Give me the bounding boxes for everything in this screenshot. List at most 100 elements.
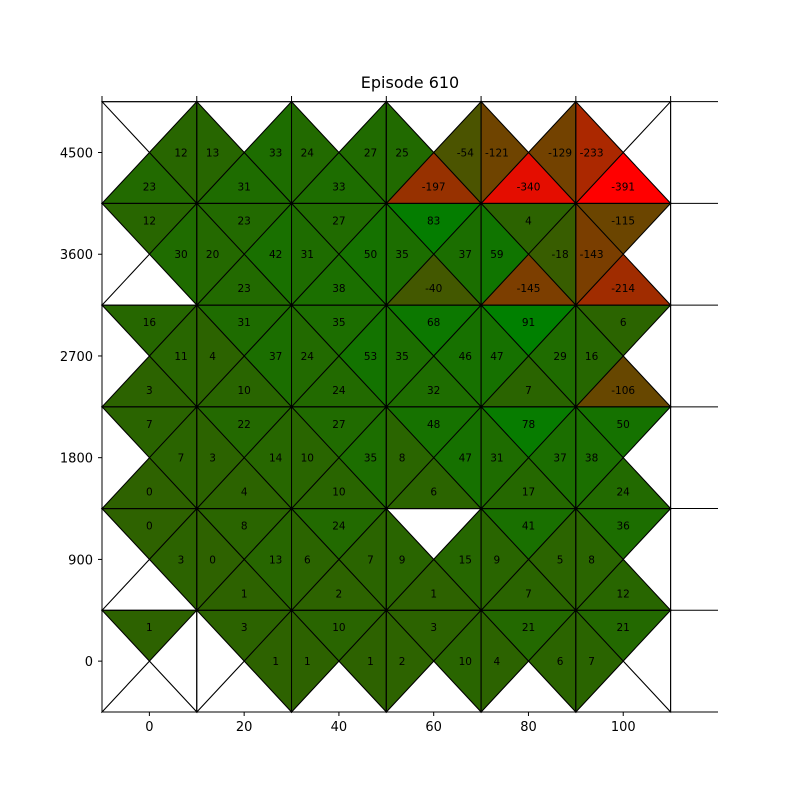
cell-value-label: 12 [143, 215, 156, 227]
cell-value-label: 50 [617, 419, 630, 431]
cell-value-label: 59 [490, 249, 503, 261]
cell-value-label: 36 [617, 521, 631, 533]
cell-value-label: 27 [332, 215, 345, 227]
cell-value-label: -106 [611, 385, 635, 397]
cell-value-label: 7 [146, 419, 153, 431]
x-tick-label: 60 [425, 720, 442, 735]
cell-value-label: -233 [580, 148, 604, 160]
y-tick-label: 1800 [60, 452, 93, 467]
cell-value-label: 35 [395, 249, 408, 261]
cell-value-label: 22 [238, 419, 251, 431]
cell-value-label: 13 [206, 148, 219, 160]
cell-value-label: 31 [238, 317, 251, 329]
cell-value-label: 2 [399, 656, 406, 668]
cell-value-label: 24 [301, 148, 315, 160]
x-tick-label: 40 [331, 720, 348, 735]
cell-value-label: 1 [304, 656, 311, 668]
cell-value-label: 83 [427, 215, 440, 227]
cell-value-label: 10 [332, 487, 345, 499]
cell-value-label: 31 [490, 453, 503, 465]
cell-value-label: 12 [174, 148, 187, 160]
cell-value-label: 0 [146, 521, 153, 533]
x-tick-label: 100 [611, 720, 636, 735]
cell-value-label: 4 [494, 656, 501, 668]
cell-value-label: 9 [399, 554, 406, 566]
cell-value-label: 1 [272, 656, 279, 668]
cell-value-label: 16 [143, 317, 157, 329]
y-tick-label: 900 [68, 553, 93, 568]
cell-value-label: 21 [617, 622, 630, 634]
cell-value-label: -143 [580, 249, 604, 261]
cell-value-label: 5 [557, 554, 564, 566]
cell-value-label: 16 [585, 351, 599, 363]
cell-value-label: -340 [517, 181, 541, 193]
cell-value-label: 27 [332, 419, 345, 431]
cell-value-label: 23 [238, 283, 251, 295]
cell-value-label: 13 [269, 554, 282, 566]
cell-value-label: 47 [490, 351, 503, 363]
triangle-layer [100, 100, 672, 714]
cell-value-label: -145 [517, 283, 541, 295]
cell-value-label: 68 [427, 317, 440, 329]
cell-value-label: 46 [459, 351, 473, 363]
cell-value-label: 6 [430, 487, 437, 499]
cell-value-label: 3 [209, 453, 216, 465]
cell-value-label: 6 [557, 656, 564, 668]
cell-value-label: -129 [548, 148, 572, 160]
x-tick-label: 0 [145, 720, 153, 735]
cell-value-label: 32 [427, 385, 440, 397]
cell-value-label: 37 [553, 453, 566, 465]
cell-value-label: 14 [269, 453, 283, 465]
cell-value-label: 3 [430, 622, 437, 634]
cell-value-label: 1 [146, 622, 153, 634]
cell-value-label: 6 [304, 554, 311, 566]
cell-value-label: -18 [552, 249, 569, 261]
cell-value-label: 33 [332, 181, 345, 193]
cell-value-label: 38 [332, 283, 345, 295]
cell-value-label: 20 [206, 249, 219, 261]
cell-value-label: -197 [422, 181, 446, 193]
cell-value-label: 3 [241, 622, 248, 634]
cell-value-label: 3 [146, 385, 153, 397]
cell-value-label: 10 [238, 385, 251, 397]
cell-value-label: 50 [364, 249, 377, 261]
cell-value-label: 12 [617, 588, 630, 600]
cell-value-label: 7 [525, 385, 532, 397]
y-tick-label: 2700 [60, 350, 93, 365]
cell-value-label: -40 [425, 283, 442, 295]
cell-value-label: 27 [364, 148, 377, 160]
cell-value-label: 31 [301, 249, 314, 261]
cell-value-label: -115 [611, 215, 635, 227]
cell-value-label: 48 [427, 419, 440, 431]
cell-value-label: 23 [143, 181, 156, 193]
cell-value-label: 1 [430, 588, 437, 600]
cell-value-label: 53 [364, 351, 377, 363]
cell-value-label: 6 [620, 317, 627, 329]
cell-value-label: 35 [332, 317, 345, 329]
cell-value-label: 42 [269, 249, 282, 261]
cell-value-label: 30 [174, 249, 187, 261]
y-tick-label: 0 [85, 655, 93, 670]
cell-value-label: 8 [399, 453, 406, 465]
cell-value-label: -391 [611, 181, 635, 193]
cell-value-label: 37 [459, 249, 472, 261]
cell-value-label: 1 [241, 588, 248, 600]
cell-value-label: 4 [525, 215, 532, 227]
cell-value-label: 10 [459, 656, 472, 668]
cell-value-label: 78 [522, 419, 535, 431]
cell-value-label: 33 [269, 148, 282, 160]
cell-value-label: -54 [457, 148, 474, 160]
cell-value-label: 23 [238, 215, 251, 227]
cell-value-label: 24 [332, 385, 346, 397]
cell-value-label: 11 [174, 351, 187, 363]
cell-value-label: 4 [241, 487, 248, 499]
cell-value-label: 25 [395, 148, 408, 160]
cell-value-label: 0 [209, 554, 216, 566]
cell-value-label: 10 [301, 453, 314, 465]
cell-value-label: 47 [459, 453, 472, 465]
cell-value-label: 7 [178, 453, 185, 465]
cell-value-label: -214 [611, 283, 635, 295]
cell-value-label: 3 [178, 554, 185, 566]
y-tick-label: 4500 [60, 147, 93, 162]
